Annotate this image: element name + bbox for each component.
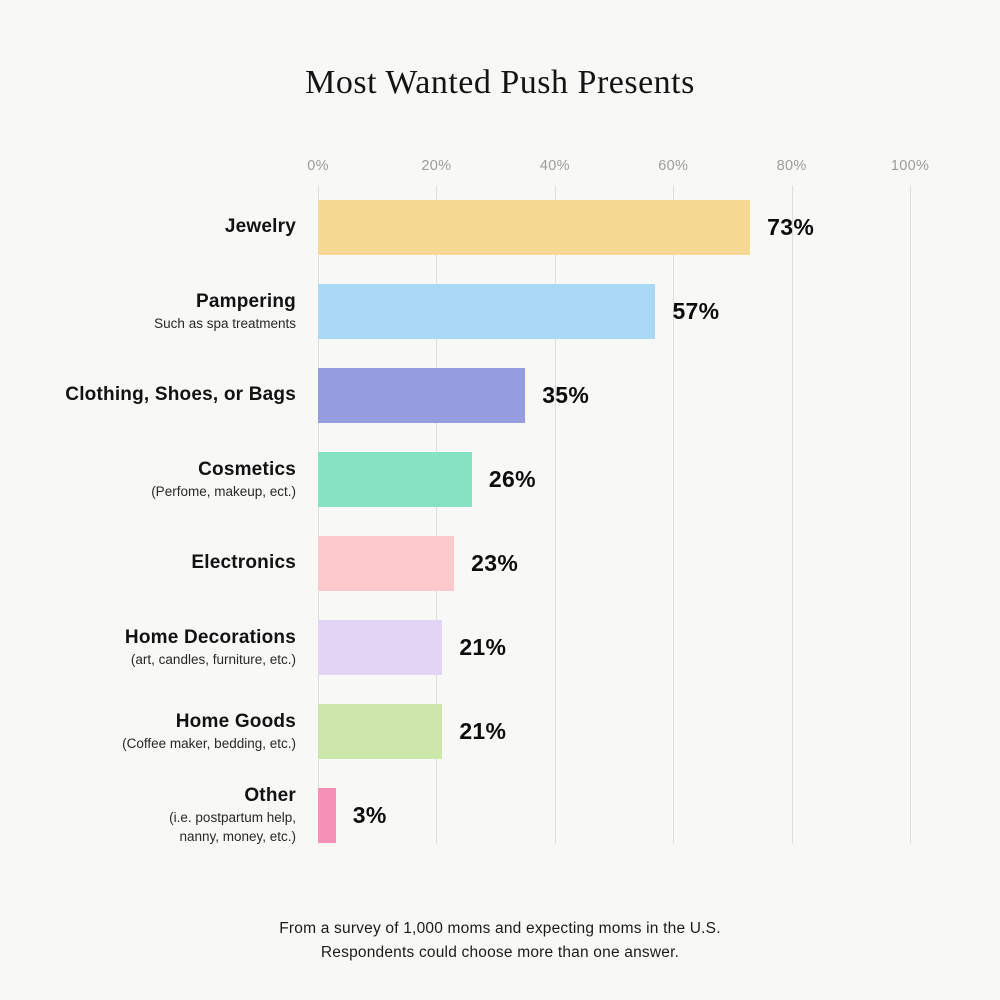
category-label-home-decorations: Home Decorations (art, candles, furnitur… bbox=[0, 605, 296, 689]
bar-jewelry bbox=[318, 199, 751, 255]
x-axis-tick-20: 20% bbox=[421, 158, 452, 174]
x-axis-tick-60: 60% bbox=[658, 158, 689, 174]
category-labels: Jewelry Pampering Such as spa treatments… bbox=[0, 185, 296, 857]
category-label-home-goods: Home Goods (Coffee maker, bedding, etc.) bbox=[0, 689, 296, 773]
gridline-100 bbox=[910, 185, 911, 844]
category-sublabel: (art, candles, furniture, etc.) bbox=[130, 651, 296, 667]
bar-other bbox=[318, 787, 336, 843]
bar-row-pampering: 57% bbox=[318, 269, 910, 353]
bar-electronics bbox=[318, 535, 455, 591]
bar-value: 21% bbox=[459, 717, 507, 744]
bar-row-clothing: 35% bbox=[318, 353, 910, 437]
bar-home-goods bbox=[318, 703, 443, 759]
category-label-electronics: Electronics bbox=[0, 521, 296, 605]
category-name: Clothing, Shoes, or Bags bbox=[65, 384, 296, 405]
category-label-other: Other (i.e. postpartum help, nanny, mone… bbox=[0, 773, 296, 857]
bar-value: 23% bbox=[471, 549, 519, 576]
category-sublabel: (i.e. postpartum help, bbox=[169, 810, 296, 825]
category-sublabel: (Perfome, makeup, ect.) bbox=[151, 483, 296, 499]
footnote-line-1: From a survey of 1,000 moms and expectin… bbox=[279, 920, 721, 937]
bar-home-decorations bbox=[318, 619, 443, 675]
category-label-jewelry: Jewelry bbox=[0, 185, 296, 269]
category-name: Jewelry bbox=[224, 216, 296, 237]
category-sublabel: Such as spa treatments bbox=[154, 315, 296, 331]
bar-chart: Jewelry Pampering Such as spa treatments… bbox=[0, 185, 1000, 857]
bar-row-home-goods: 21% bbox=[318, 689, 910, 773]
bar-pampering bbox=[318, 283, 656, 339]
bar-value: 21% bbox=[459, 633, 507, 660]
bar-row-home-decorations: 21% bbox=[318, 605, 910, 689]
category-name: Electronics bbox=[191, 552, 296, 573]
gridline-60 bbox=[673, 185, 675, 844]
category-name: Home Decorations bbox=[124, 626, 296, 648]
category-sublabel: (Coffee maker, bedding, etc.) bbox=[122, 735, 296, 751]
bar-row-electronics: 23% bbox=[318, 521, 910, 605]
bar-value: 3% bbox=[352, 801, 387, 828]
category-name: Pampering bbox=[196, 290, 296, 312]
gridline-80 bbox=[791, 185, 793, 844]
category-name: Home Goods bbox=[175, 710, 296, 732]
footnote-line-2: Respondents could choose more than one a… bbox=[320, 944, 680, 961]
bar-value: 26% bbox=[488, 465, 536, 492]
bar-value: 57% bbox=[672, 297, 720, 324]
gridline-0 bbox=[318, 185, 319, 844]
gridline-40 bbox=[554, 185, 556, 844]
x-axis-tick-80: 80% bbox=[776, 158, 807, 174]
bars-area: 73% 57% 35% 26% 23% 21% bbox=[318, 185, 911, 857]
category-label-pampering: Pampering Such as spa treatments bbox=[0, 269, 296, 353]
bar-clothing bbox=[318, 367, 526, 423]
chart-title: Most Wanted Push Presents bbox=[305, 64, 695, 101]
bar-value: 73% bbox=[767, 213, 815, 240]
gridlines bbox=[318, 185, 911, 844]
bar-row-cosmetics: 26% bbox=[318, 437, 910, 521]
x-axis-tick-40: 40% bbox=[539, 158, 570, 174]
x-axis: 0% 20% 40% 60% 80% 100% bbox=[307, 158, 929, 180]
bar-value: 35% bbox=[542, 381, 590, 408]
footnote: From a survey of 1,000 moms and expectin… bbox=[0, 917, 1000, 965]
x-axis-tick-100: 100% bbox=[890, 158, 930, 174]
x-axis-tick-0: 0% bbox=[307, 158, 329, 174]
bar-row-other: 3% bbox=[318, 773, 910, 857]
category-label-cosmetics: Cosmetics (Perfome, makeup, ect.) bbox=[0, 437, 296, 521]
category-name: Other bbox=[244, 785, 296, 806]
category-name: Cosmetics bbox=[198, 458, 296, 480]
gridline-20 bbox=[436, 185, 438, 844]
category-sublabel-line2: nanny, money, etc.) bbox=[179, 829, 296, 844]
category-label-clothing: Clothing, Shoes, or Bags bbox=[0, 353, 296, 437]
bar-cosmetics bbox=[318, 451, 472, 507]
bar-row-jewelry: 73% bbox=[318, 185, 910, 269]
